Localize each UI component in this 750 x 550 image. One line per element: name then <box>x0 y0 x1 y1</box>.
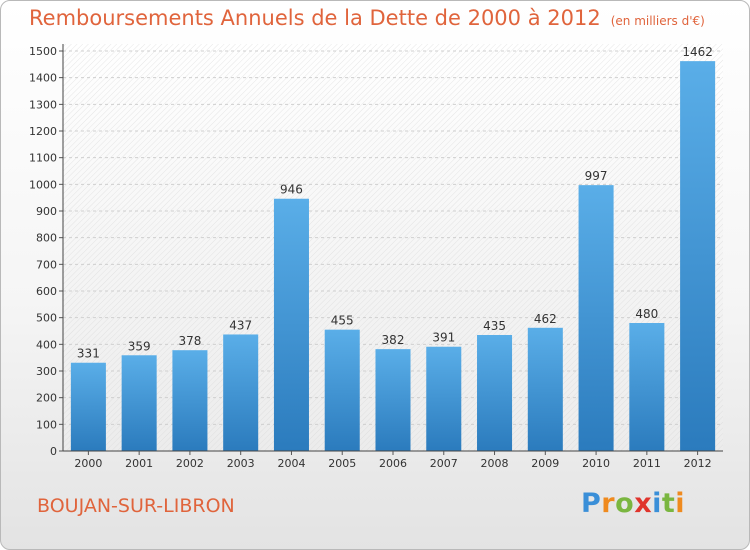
data-label: 331 <box>77 347 100 361</box>
proxiti-logo: Proxiti <box>581 488 685 519</box>
logo-letter: i <box>675 488 686 519</box>
y-tick-label: 800 <box>36 232 57 245</box>
data-label: 382 <box>382 333 405 347</box>
title-text: Remboursements Annuels de la Dette de 20… <box>29 6 601 30</box>
data-label: 1462 <box>682 45 713 59</box>
x-tick-label: 2004 <box>277 457 305 470</box>
y-tick-label: 100 <box>36 418 57 431</box>
y-tick-label: 1200 <box>29 125 57 138</box>
bar <box>172 350 208 451</box>
bar <box>324 329 360 451</box>
chart-subtitle: (en milliers d'€) <box>610 14 705 28</box>
data-label: 391 <box>432 331 455 345</box>
commune-name: BOUJAN-SUR-LIBRON <box>37 495 235 517</box>
x-tick-label: 2011 <box>633 457 661 470</box>
y-tick-label: 0 <box>50 445 57 458</box>
bar <box>477 335 513 451</box>
bar <box>121 355 157 451</box>
logo-letter: t <box>661 488 676 519</box>
x-tick-label: 2003 <box>227 457 255 470</box>
logo-letter: r <box>601 488 616 519</box>
bar <box>578 185 614 451</box>
data-label: 462 <box>534 312 557 326</box>
logo-letter: P <box>581 488 602 519</box>
logo-letter: x <box>634 488 653 519</box>
bar <box>273 198 309 451</box>
y-tick-label: 700 <box>36 258 57 271</box>
data-label: 359 <box>128 339 151 353</box>
x-tick-label: 2010 <box>582 457 610 470</box>
y-tick-label: 1400 <box>29 72 57 85</box>
x-tick-label: 2009 <box>531 457 559 470</box>
logo-letter: i <box>652 488 662 519</box>
data-label: 435 <box>483 319 506 333</box>
bar <box>680 61 716 452</box>
logo-letter: o <box>615 488 635 519</box>
data-label: 946 <box>280 183 303 197</box>
y-tick-label: 600 <box>36 285 57 298</box>
x-tick-label: 2002 <box>176 457 204 470</box>
y-tick-label: 1300 <box>29 98 57 111</box>
bar <box>527 327 563 451</box>
x-tick-label: 2007 <box>430 457 458 470</box>
y-tick-label: 300 <box>36 365 57 378</box>
data-label: 997 <box>585 169 608 183</box>
y-tick-label: 1000 <box>29 178 57 191</box>
y-tick-label: 400 <box>36 338 57 351</box>
x-tick-label: 2012 <box>684 457 712 470</box>
data-label: 480 <box>635 307 658 321</box>
x-tick-label: 2006 <box>379 457 407 470</box>
y-tick-label: 500 <box>36 312 57 325</box>
data-label: 378 <box>178 334 201 348</box>
bar <box>629 323 665 451</box>
bar <box>426 346 462 451</box>
x-tick-label: 2008 <box>481 457 509 470</box>
x-tick-label: 2000 <box>74 457 102 470</box>
x-tick-label: 2001 <box>125 457 153 470</box>
y-tick-label: 200 <box>36 392 57 405</box>
y-tick-label: 900 <box>36 205 57 218</box>
bar <box>70 362 106 451</box>
data-label: 455 <box>331 314 354 328</box>
y-tick-label: 1100 <box>29 152 57 165</box>
bar <box>223 334 259 451</box>
y-tick-label: 1500 <box>29 45 57 58</box>
data-label: 437 <box>229 318 252 332</box>
x-tick-label: 2005 <box>328 457 356 470</box>
chart-title: Remboursements Annuels de la Dette de 20… <box>29 6 705 30</box>
bar <box>375 349 411 451</box>
